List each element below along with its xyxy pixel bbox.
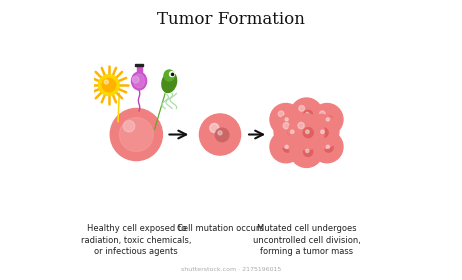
Circle shape: [170, 72, 175, 77]
Circle shape: [306, 149, 309, 153]
Text: Tumor Formation: Tumor Formation: [157, 11, 305, 28]
Circle shape: [200, 114, 241, 155]
Circle shape: [123, 120, 135, 132]
Circle shape: [278, 138, 284, 144]
Text: Healthy cell exposed to
radiation, toxic chemicals,
or infectious agents: Healthy cell exposed to radiation, toxic…: [81, 224, 192, 256]
Circle shape: [283, 123, 289, 129]
Circle shape: [303, 128, 313, 138]
Circle shape: [318, 128, 328, 137]
Circle shape: [298, 142, 304, 148]
Ellipse shape: [132, 72, 146, 90]
Circle shape: [274, 115, 309, 149]
Circle shape: [104, 80, 109, 84]
Circle shape: [171, 73, 174, 76]
Circle shape: [283, 143, 292, 152]
Circle shape: [133, 76, 139, 83]
Circle shape: [102, 78, 116, 92]
Circle shape: [324, 116, 333, 125]
Text: shutterstock.com · 2175196015: shutterstock.com · 2175196015: [181, 267, 281, 272]
Circle shape: [285, 118, 288, 121]
Circle shape: [289, 114, 324, 150]
Circle shape: [305, 130, 309, 134]
Ellipse shape: [162, 72, 176, 92]
Circle shape: [290, 134, 323, 167]
Ellipse shape: [164, 70, 175, 81]
Circle shape: [291, 130, 294, 134]
Circle shape: [98, 75, 119, 95]
Text: Mutated cell undergoes
uncontrolled cell division,
forming a tumor mass: Mutated cell undergoes uncontrolled cell…: [253, 224, 360, 256]
Circle shape: [311, 104, 343, 135]
Circle shape: [210, 123, 219, 132]
Circle shape: [288, 128, 298, 137]
Circle shape: [218, 131, 222, 135]
Ellipse shape: [134, 74, 145, 88]
FancyBboxPatch shape: [137, 66, 141, 73]
Circle shape: [304, 115, 339, 149]
Circle shape: [319, 138, 325, 144]
Text: Cell mutation occurs: Cell mutation occurs: [176, 224, 263, 233]
Circle shape: [291, 98, 322, 130]
Circle shape: [283, 116, 292, 125]
Circle shape: [119, 118, 153, 151]
Circle shape: [313, 123, 320, 129]
Circle shape: [326, 118, 329, 121]
Circle shape: [299, 106, 304, 111]
Circle shape: [278, 111, 284, 117]
Circle shape: [319, 111, 325, 117]
Bar: [135, 64, 143, 66]
Circle shape: [304, 110, 312, 119]
Circle shape: [270, 104, 302, 135]
Circle shape: [304, 147, 313, 157]
Circle shape: [321, 130, 324, 134]
Circle shape: [110, 108, 162, 161]
Circle shape: [326, 145, 329, 148]
Circle shape: [324, 143, 333, 152]
Circle shape: [306, 112, 309, 116]
Circle shape: [298, 122, 304, 129]
Circle shape: [270, 131, 302, 163]
Circle shape: [215, 128, 229, 142]
Circle shape: [311, 131, 343, 163]
Circle shape: [285, 145, 288, 148]
